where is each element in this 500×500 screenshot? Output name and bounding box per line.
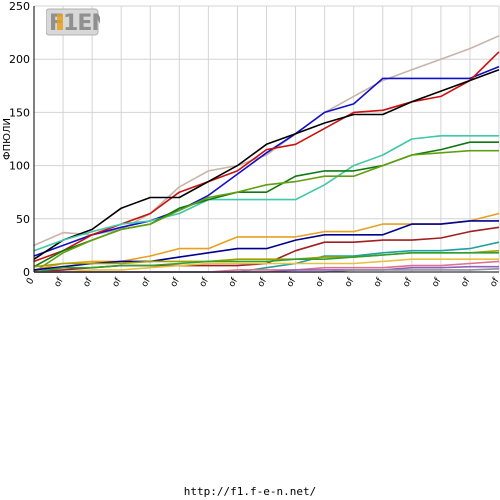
- y-axis-label: ФПЮЛИ: [2, 118, 13, 160]
- series-line-13: [33, 252, 499, 273]
- series-line-4: [33, 69, 500, 260]
- x-tick-label: of: [343, 276, 356, 289]
- series-line-14: [34, 258, 499, 273]
- x-tick-label: of: [285, 276, 298, 289]
- x-tick-label: of: [198, 276, 211, 289]
- y-tick-label: 250: [9, 0, 30, 13]
- x-tick-label: of: [430, 276, 443, 289]
- x-tick-label: of: [169, 276, 182, 289]
- logo-icon: F1EN: [45, 8, 110, 36]
- series-line-2: [33, 65, 500, 257]
- y-tick-labels: 0 50 100 150 200 250: [9, 0, 30, 279]
- x-tick-label: of: [82, 276, 95, 289]
- logo-text: F1EN: [49, 11, 100, 36]
- y-tick-label: 200: [9, 53, 30, 66]
- x-tick-label: of: [460, 276, 473, 289]
- x-tick-label: of: [140, 276, 153, 289]
- x-tick-label: 0: [25, 276, 37, 286]
- series-line-1: [33, 35, 500, 247]
- series-line-5: [33, 135, 499, 252]
- x-tick-label: of: [111, 276, 124, 289]
- series-line-9: [33, 220, 499, 271]
- y-tick-label: 0: [23, 266, 30, 279]
- series-line-3: [33, 51, 500, 263]
- y-tick-label: 150: [9, 106, 30, 119]
- y-tick-label: 100: [9, 160, 30, 173]
- footer-url: http://f1.f-e-n.net/: [183, 485, 317, 498]
- x-tick-labels: 0 of of of of of of of of of of of of of of of of: [25, 276, 500, 289]
- y-tick-label: 50: [16, 213, 30, 226]
- x-tick-label: of: [489, 276, 500, 289]
- x-tick-label: of: [372, 276, 385, 289]
- f1en-logo: F1EN: [45, 8, 110, 36]
- series-line-7: [33, 149, 499, 273]
- x-tick-label: of: [401, 276, 414, 289]
- x-tick-label: of: [314, 276, 327, 289]
- axes: [33, 6, 499, 273]
- series-layer: [33, 35, 500, 273]
- x-tick-label: of: [53, 276, 66, 289]
- x-tick-label: of: [227, 276, 240, 289]
- x-tick-label: of: [256, 276, 269, 289]
